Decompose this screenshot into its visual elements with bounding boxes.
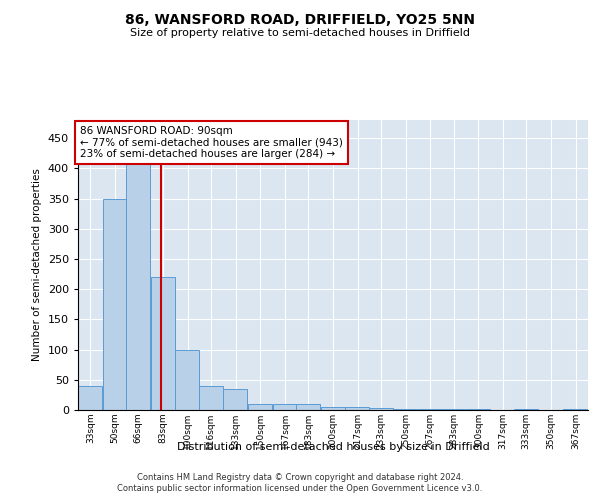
Bar — [175, 350, 199, 410]
Bar — [273, 404, 296, 410]
Bar — [393, 409, 417, 410]
Text: Size of property relative to semi-detached houses in Driffield: Size of property relative to semi-detach… — [130, 28, 470, 38]
Text: Distribution of semi-detached houses by size in Driffield: Distribution of semi-detached houses by … — [176, 442, 490, 452]
Bar — [103, 198, 127, 410]
Bar — [151, 277, 175, 410]
Bar — [223, 389, 247, 410]
Text: 86, WANSFORD ROAD, DRIFFIELD, YO25 5NN: 86, WANSFORD ROAD, DRIFFIELD, YO25 5NN — [125, 12, 475, 26]
Text: Contains public sector information licensed under the Open Government Licence v3: Contains public sector information licen… — [118, 484, 482, 493]
Bar — [368, 408, 392, 410]
Bar — [126, 150, 150, 410]
Bar — [320, 407, 344, 410]
Text: 86 WANSFORD ROAD: 90sqm
← 77% of semi-detached houses are smaller (943)
23% of s: 86 WANSFORD ROAD: 90sqm ← 77% of semi-de… — [80, 126, 343, 159]
Y-axis label: Number of semi-detached properties: Number of semi-detached properties — [32, 168, 42, 362]
Text: Contains HM Land Registry data © Crown copyright and database right 2024.: Contains HM Land Registry data © Crown c… — [137, 472, 463, 482]
Bar — [78, 386, 102, 410]
Bar — [296, 404, 320, 410]
Bar — [248, 404, 272, 410]
Bar — [418, 409, 442, 410]
Bar — [199, 386, 223, 410]
Bar — [346, 407, 370, 410]
